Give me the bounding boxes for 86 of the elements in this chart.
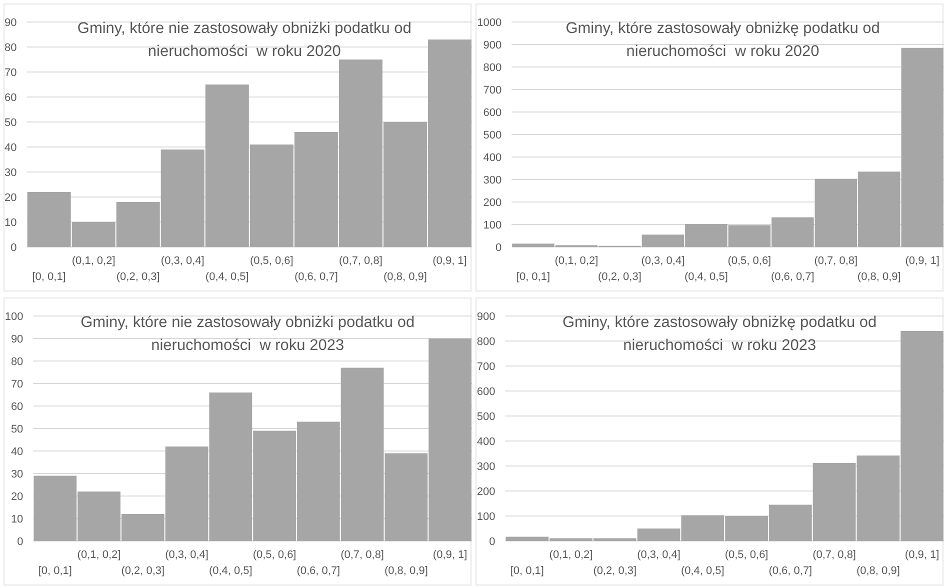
y-tick-label: 100 (4, 310, 24, 323)
y-tick-label: 20 (4, 192, 17, 204)
y-tick-label: 700 (476, 360, 496, 373)
x-tick-label: (0,3, 0,4] (641, 255, 685, 267)
y-tick-label: 30 (10, 468, 24, 480)
y-tick-label: 60 (10, 400, 24, 413)
y-tick-label: 60 (4, 92, 17, 104)
x-tick-label: (0,8, 0,9] (384, 271, 427, 283)
x-tick-label: (0,7, 0,8] (340, 549, 384, 561)
x-tick-label: (0,5, 0,6] (724, 549, 768, 561)
y-tick-label: 500 (483, 129, 502, 142)
y-tick-label: 0 (495, 242, 502, 254)
x-tick-label: [0, 0,1] (510, 565, 544, 577)
y-tick-label: 0 (489, 536, 496, 548)
x-tick-label: (0,3, 0,4] (165, 549, 208, 561)
y-tick-label: 800 (483, 62, 502, 74)
y-tick-label: 1000 (477, 16, 502, 29)
x-tick-label: [0, 0,1] (38, 565, 72, 577)
x-tick-label: (0,2, 0,3] (593, 565, 637, 577)
y-tick-label: 200 (483, 196, 502, 209)
y-tick-label: 100 (476, 510, 496, 523)
x-tick-label: (0,9, 1] (432, 255, 467, 267)
y-tick-label: 400 (483, 152, 502, 164)
x-tick-label: (0,4, 0,5] (205, 271, 249, 283)
y-tick-label: 500 (476, 410, 496, 423)
x-tick-label: (0,6, 0,7] (294, 271, 338, 283)
text: Gminy, które zastosowały obniżkę podatku od nieruchomości w roku 2023 (562, 314, 877, 354)
y-tick-label: 80 (4, 42, 17, 54)
y-tick-label: 10 (10, 513, 24, 526)
x-tick-label: (0,1, 0,2] (77, 549, 121, 561)
y-tick-label: 900 (476, 310, 496, 323)
y-tick-label: 600 (476, 386, 496, 398)
x-tick-label: (0,5, 0,6] (252, 549, 296, 561)
y-tick-label: 800 (476, 336, 496, 348)
y-tick-label: 50 (10, 423, 24, 436)
y-tick-label: 400 (476, 436, 496, 448)
x-tick-label: [0, 0,1] (32, 271, 66, 283)
y-tick-label: 100 (483, 219, 502, 232)
y-tick-label: 40 (10, 446, 24, 458)
y-tick-label: 900 (483, 39, 502, 52)
x-tick-label: (0,9, 1] (905, 255, 940, 267)
x-tick-label: (0,5, 0,6] (250, 255, 294, 267)
y-tick-label: 80 (10, 356, 24, 368)
x-tick-label: (0,4, 0,5] (680, 565, 724, 577)
y-tick-label: 0 (10, 242, 17, 254)
x-tick-label: (0,2, 0,3] (116, 271, 160, 283)
x-tick-label: (0,3, 0,4] (160, 255, 204, 267)
x-tick-label: (0,5, 0,6] (728, 255, 772, 267)
y-tick-label: 200 (476, 486, 496, 498)
y-tick-label: 300 (476, 460, 496, 473)
x-tick-label: (0,6, 0,7] (770, 271, 814, 283)
x-tick-label: (0,8, 0,9] (857, 271, 901, 283)
x-tick-label: (0,7, 0,8] (814, 255, 858, 267)
x-tick-label: (0,8, 0,9] (856, 565, 900, 577)
y-tick-label: 300 (483, 174, 502, 186)
x-tick-label: (0,1, 0,2] (549, 549, 593, 561)
y-tick-label: 90 (10, 333, 24, 346)
x-tick-label: (0,3, 0,4] (637, 549, 680, 561)
y-tick-label: 40 (4, 142, 17, 154)
y-tick-label: 700 (483, 84, 502, 96)
x-tick-label: (0,6, 0,7] (296, 565, 340, 577)
y-tick-label: 0 (17, 536, 24, 548)
y-tick-label: 10 (4, 216, 17, 229)
y-tick-label: 90 (4, 16, 17, 29)
y-tick-label: 20 (10, 490, 24, 503)
y-tick-label: 70 (10, 378, 24, 390)
y-tick-label: 70 (4, 66, 17, 79)
x-tick-label: (0,2, 0,3] (598, 271, 642, 283)
x-tick-label: (0,7, 0,8] (338, 255, 382, 267)
x-tick-label: (0,9, 1] (432, 549, 468, 561)
x-tick-label: (0,1, 0,2] (554, 255, 598, 267)
text: Gminy, które nie zastosowały obniżki podatku od nieruchomości w roku 2023 (80, 314, 415, 354)
x-tick-label: (0,7, 0,8] (812, 549, 856, 561)
x-tick-label: [0, 0,1] (516, 271, 550, 283)
y-tick-label: 600 (483, 106, 502, 119)
x-tick-label: (0,6, 0,7] (768, 565, 812, 577)
y-tick-label: 30 (4, 166, 17, 179)
text: Gminy, które nie zastosowały obniżki podatku od nieruchomości w roku 2020 (77, 20, 412, 60)
x-tick-label: (0,2, 0,3] (121, 565, 165, 577)
x-tick-label: (0,4, 0,5] (684, 271, 728, 283)
x-tick-label: (0,1, 0,2] (72, 255, 116, 267)
y-tick-label: 50 (4, 116, 17, 129)
x-tick-label: (0,8, 0,9] (384, 565, 428, 577)
x-tick-label: (0,9, 1] (904, 549, 940, 561)
x-tick-label: (0,4, 0,5] (208, 565, 252, 577)
text: Gminy, które zastosowały obniżkę podatku od nieruchomości w roku 2020 (566, 20, 880, 60)
